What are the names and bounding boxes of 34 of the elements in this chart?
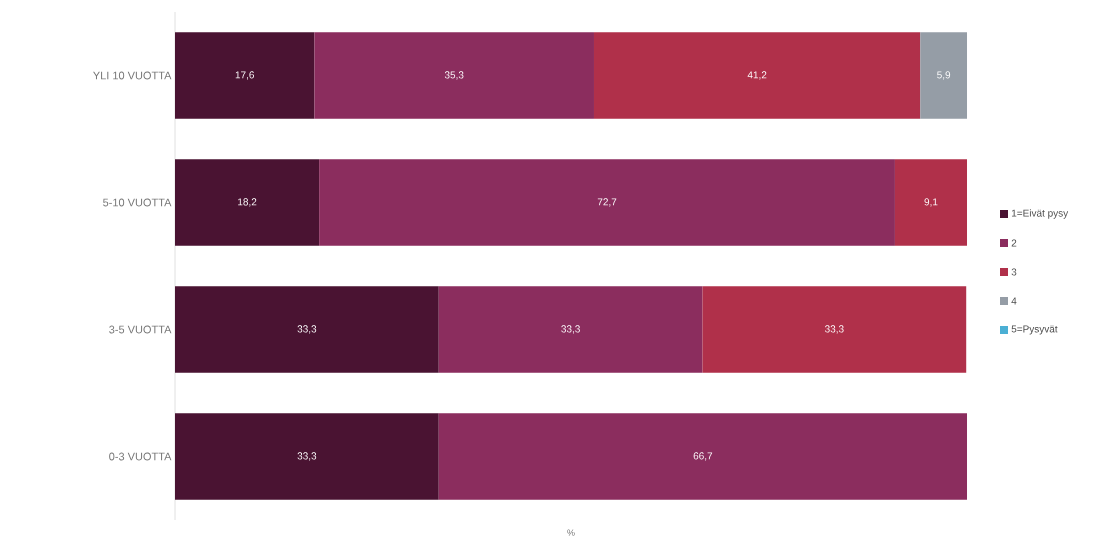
- data-label: 72,7: [597, 198, 617, 207]
- legend-label: 1=Eivät pysy: [1011, 209, 1069, 219]
- data-label: 5,9: [937, 71, 951, 80]
- data-label: 33,3: [824, 325, 844, 334]
- bar: [593, 32, 921, 119]
- bar: [175, 413, 439, 500]
- data-label: 41,2: [747, 71, 767, 80]
- bar: [314, 32, 594, 119]
- data-label: 33,3: [297, 325, 317, 334]
- legend-label: 5=Pysyvät: [1011, 325, 1058, 335]
- data-label: 18,2: [238, 198, 257, 207]
- data-label: 33,3: [561, 325, 580, 334]
- data-label: 33,3: [297, 452, 317, 461]
- bar: [175, 286, 439, 373]
- bar: [702, 286, 967, 373]
- bar: [894, 159, 968, 246]
- legend-label: 3: [1011, 268, 1017, 276]
- legend-label: 2: [1011, 239, 1017, 247]
- data-label: 17,6: [235, 71, 254, 80]
- y-tick-label: 5-10 VUOTTA: [103, 198, 172, 207]
- legend-label: 4: [1011, 297, 1017, 305]
- data-label: 66,7: [693, 452, 713, 461]
- y-tick-label: 0-3 VUOTTA: [109, 452, 172, 461]
- bar: [920, 32, 968, 119]
- y-tick-label: YLI 10 VUOTTA: [93, 71, 172, 80]
- bar: [175, 159, 320, 246]
- bar: [175, 32, 315, 119]
- y-tick-label: 3-5 VUOTTA: [109, 325, 172, 334]
- bar: [438, 413, 968, 500]
- bar: [319, 159, 895, 246]
- x-axis-title: %: [567, 529, 575, 536]
- bar: [438, 286, 703, 373]
- data-label: 35,3: [444, 71, 464, 80]
- data-label: 9,1: [924, 198, 938, 207]
